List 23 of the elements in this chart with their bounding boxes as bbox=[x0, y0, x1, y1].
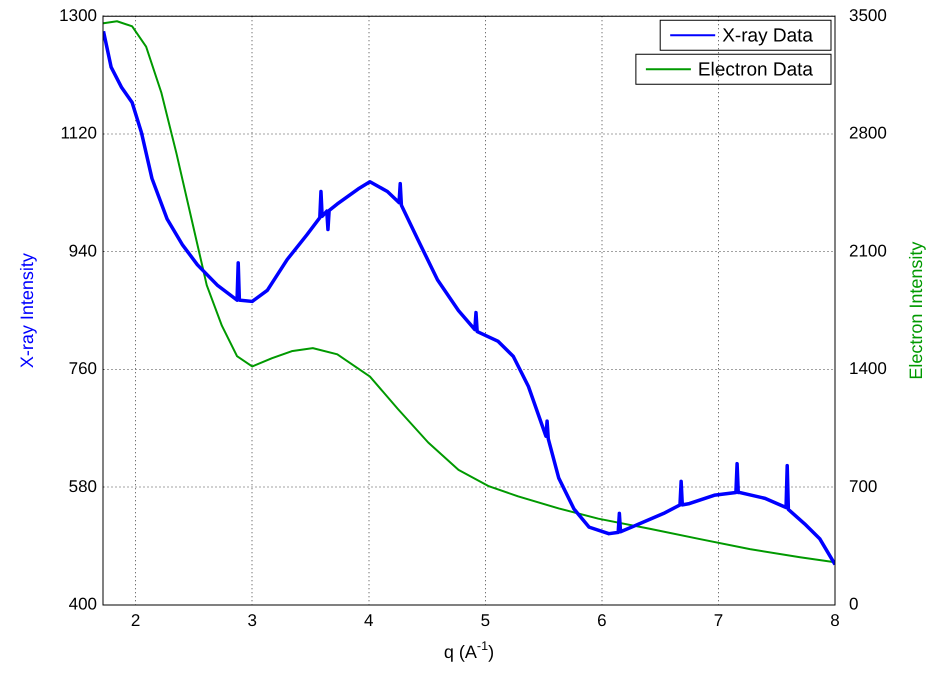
y-tick-label: 580 bbox=[68, 476, 97, 496]
y-axis-title: X-ray Intensity bbox=[16, 253, 37, 368]
y-tick-label: 400 bbox=[68, 594, 97, 614]
y2-tick-label: 3500 bbox=[849, 6, 887, 25]
x-tick-label: 2 bbox=[130, 610, 140, 630]
y-tick-label: 940 bbox=[68, 241, 97, 260]
x-tick-label: 5 bbox=[480, 610, 490, 630]
y-tick-label: 760 bbox=[68, 359, 97, 378]
x-tick-label: 7 bbox=[714, 610, 724, 630]
y2-tick-label: 1400 bbox=[849, 359, 887, 378]
y2-tick-label: 0 bbox=[849, 594, 858, 614]
legend-label: Electron Data bbox=[698, 59, 814, 80]
x-tick-label: 8 bbox=[830, 610, 840, 630]
x-tick-label: 6 bbox=[597, 610, 607, 630]
y2-tick-label: 2800 bbox=[849, 124, 887, 143]
y2-tick-label: 2100 bbox=[849, 241, 887, 260]
x-tick-label: 3 bbox=[247, 610, 257, 630]
y2-tick-label: 700 bbox=[849, 476, 878, 496]
y-tick-label: 1120 bbox=[60, 124, 97, 143]
legend-label: X-ray Data bbox=[722, 25, 814, 46]
x-tick-label: 4 bbox=[364, 610, 374, 630]
y2-axis-title: Electron Intensity bbox=[906, 242, 926, 380]
y-tick-label: 1300 bbox=[59, 6, 97, 25]
